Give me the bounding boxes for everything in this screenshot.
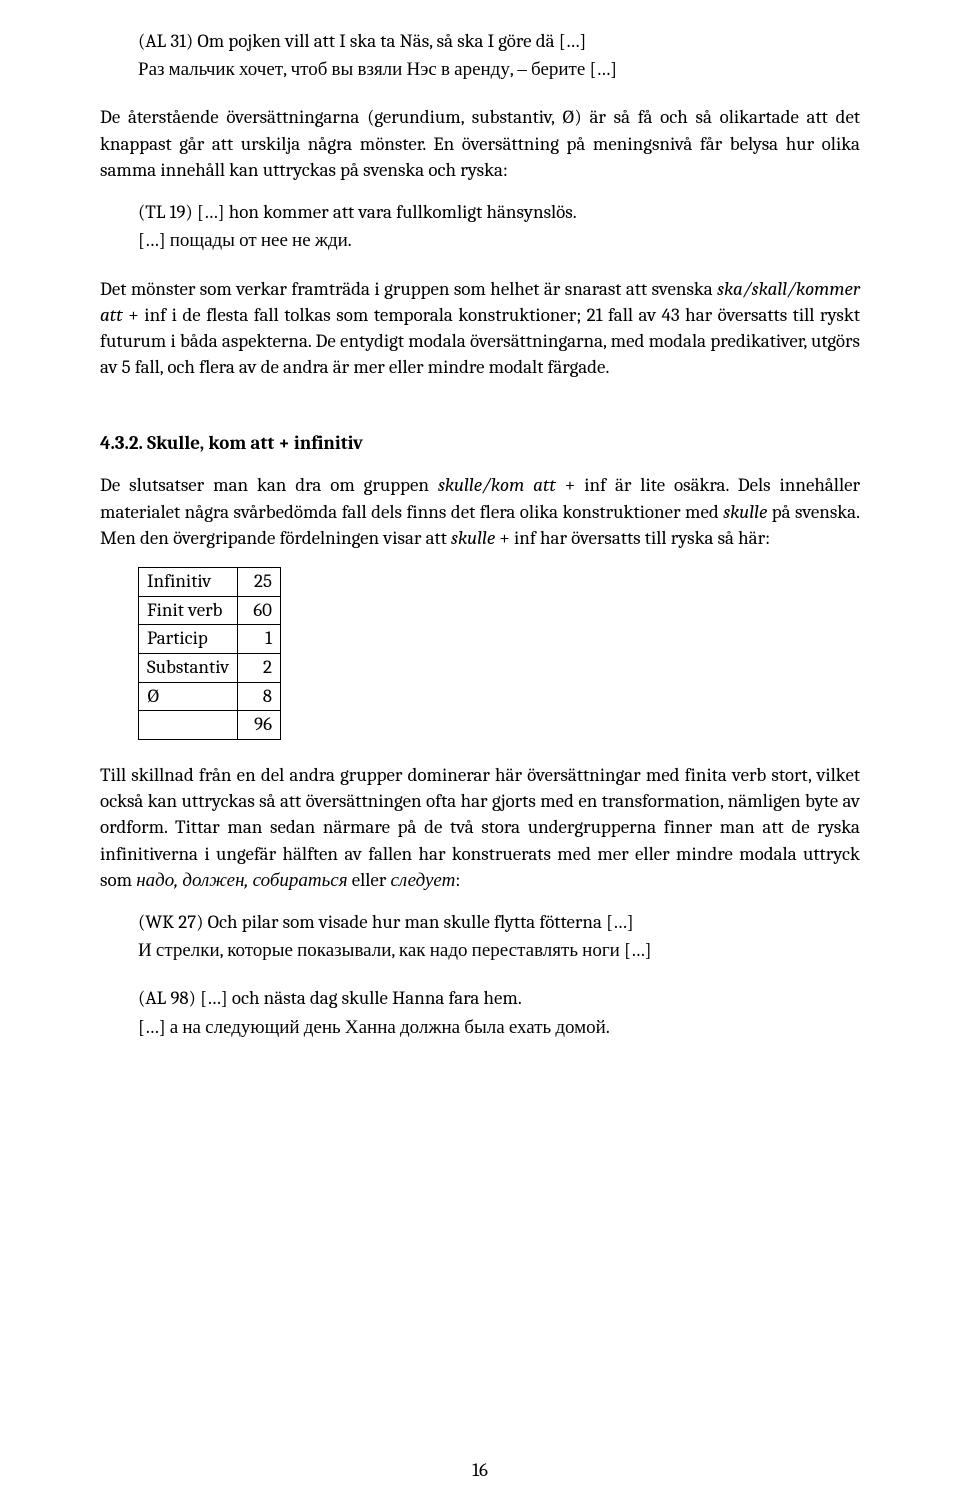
table-cell-value: 60	[238, 596, 281, 625]
table-cell-value: 96	[238, 711, 281, 740]
example-line: (AL 31) Om pojken vill att I ska ta Näs,…	[138, 28, 860, 54]
text-run: Det mönster som verkar framträda i grupp…	[100, 278, 717, 300]
table-cell-value: 2	[238, 653, 281, 682]
text-run: eller	[348, 869, 391, 891]
table-cell-label: Finit verb	[139, 596, 238, 625]
text-run-italic: следует	[390, 869, 455, 891]
example-block-wk27: (WK 27) Och pilar som visade hur man sku…	[138, 909, 860, 963]
table-cell-label: Particip	[139, 625, 238, 654]
text-run-italic: skulle	[451, 527, 495, 549]
table-cell-label: Ø	[139, 682, 238, 711]
distribution-table: Infinitiv25Finit verb60Particip1Substant…	[138, 567, 281, 740]
table-row: Substantiv2	[139, 653, 281, 682]
table-cell-value: 25	[238, 568, 281, 597]
table-row: Finit verb60	[139, 596, 281, 625]
example-line: […] пощады от нее не жди.	[138, 227, 860, 253]
table-row: Infinitiv25	[139, 568, 281, 597]
text-run: De slutsatser man kan dra om gruppen	[100, 474, 438, 496]
example-line: Раз мальчик хочет, чтоб вы взяли Нэс в а…	[138, 56, 860, 82]
example-line: (WK 27) Och pilar som visade hur man sku…	[138, 909, 860, 935]
text-run: :	[455, 869, 460, 891]
text-run-italic: надо, должен, собираться	[136, 869, 347, 891]
example-line: И стрелки, которые показывали, как надо …	[138, 937, 860, 963]
table-row: Ø8	[139, 682, 281, 711]
table-row: Particip1	[139, 625, 281, 654]
example-line: […] а на следующий день Ханна должна был…	[138, 1014, 860, 1040]
text-run: + inf har översatts till ryska så här:	[495, 527, 770, 549]
example-line: (AL 98) […] och nästa dag skulle Hanna f…	[138, 985, 860, 1011]
example-block-al31: (AL 31) Om pojken vill att I ska ta Näs,…	[138, 28, 860, 82]
table-cell-value: 1	[238, 625, 281, 654]
example-block-tl19: (TL 19) […] hon kommer att vara fullkoml…	[138, 199, 860, 253]
body-paragraph: De återstående översättningarna (gerundi…	[100, 104, 860, 183]
document-page: (AL 31) Om pojken vill att I ska ta Näs,…	[0, 0, 960, 1509]
body-paragraph: Det mönster som verkar framträda i grupp…	[100, 276, 860, 381]
table-cell-label	[139, 711, 238, 740]
table-row: 96	[139, 711, 281, 740]
example-block-al98: (AL 98) […] och nästa dag skulle Hanna f…	[138, 985, 860, 1039]
text-run: + inf i de flesta fall tolkas som tempor…	[100, 304, 860, 378]
example-line: (TL 19) […] hon kommer att vara fullkoml…	[138, 199, 860, 225]
table-cell-label: Infinitiv	[139, 568, 238, 597]
body-paragraph: De slutsatser man kan dra om gruppen sku…	[100, 472, 860, 551]
table-cell-value: 8	[238, 682, 281, 711]
text-run-italic: skulle/kom att	[438, 474, 556, 496]
body-paragraph: Till skillnad från en del andra grupper …	[100, 762, 860, 893]
text-run-italic: skulle	[723, 501, 767, 523]
table-cell-label: Substantiv	[139, 653, 238, 682]
page-number: 16	[0, 1459, 960, 1481]
section-heading: 4.3.2. Skulle, kom att + infinitiv	[100, 432, 860, 454]
